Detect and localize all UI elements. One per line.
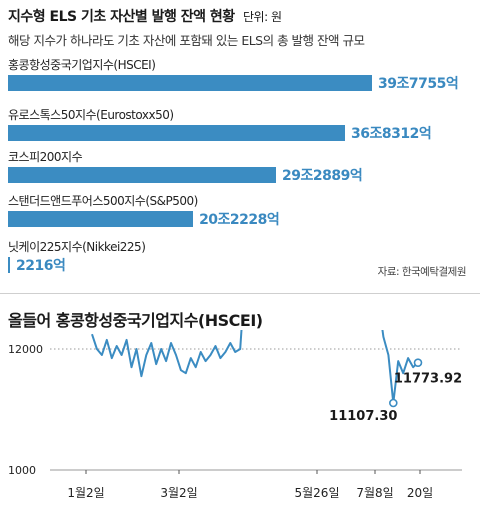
source-note: 자료: 한국예탁결제원 bbox=[377, 266, 467, 278]
x-tick-label: 20일 bbox=[407, 486, 433, 500]
x-tick-label: 1월2일 bbox=[67, 486, 104, 500]
annotation-label: 11107.30 bbox=[329, 409, 397, 424]
bar bbox=[8, 125, 346, 141]
bar bbox=[8, 257, 11, 273]
x-tick-label: 7월8일 bbox=[356, 486, 393, 500]
x-tick-label: 5월26일 bbox=[295, 486, 340, 500]
annotation-label: 11773.92 bbox=[394, 372, 462, 387]
bar-value-label: 36조8312억 bbox=[351, 126, 432, 142]
y-tick-label: 1000 bbox=[8, 464, 36, 477]
annotation-marker bbox=[389, 398, 398, 408]
chart-subtitle: 해당 지수가 하나라도 기초 자산에 포함돼 있는 ELS의 총 발행 잔액 규… bbox=[8, 33, 365, 48]
chart-title-text: 지수형 ELS 기초 자산별 발행 잔액 현황 bbox=[8, 9, 235, 25]
unit-label: 단위: 원 bbox=[243, 10, 282, 24]
bar-value-label: 20조2228억 bbox=[199, 212, 280, 228]
bar-label: 코스피200지수 bbox=[8, 150, 83, 164]
bar-value-label: 39조7755억 bbox=[378, 76, 459, 92]
bar bbox=[8, 75, 372, 91]
bar bbox=[8, 167, 277, 183]
bar-value-label: 2216억 bbox=[16, 258, 66, 274]
bar-label: 홍콩항성중국기업지수(HSCEI) bbox=[8, 58, 156, 72]
bar-label: 스탠더드앤드푸어스500지수(S&P500) bbox=[8, 194, 198, 208]
series-line bbox=[91, 330, 419, 404]
x-tick-label: 3월2일 bbox=[160, 486, 197, 500]
bar-label: 닛케이225지수(Nikkei225) bbox=[8, 240, 146, 254]
bar-label: 유로스톡스50지수(Eurostoxx50) bbox=[8, 108, 174, 122]
line-chart: 140001200010001월2일3월2일5월26일7월8일20일12245.… bbox=[8, 330, 462, 500]
line-chart-title: 올들어 홍콩항성중국기업지수(HSCEI) bbox=[8, 311, 263, 330]
bar bbox=[8, 211, 194, 227]
chart-title: 지수형 ELS 기초 자산별 발행 잔액 현황 단위: 원 bbox=[8, 6, 474, 26]
bar-value-label: 29조2889억 bbox=[282, 168, 363, 184]
y-tick-label: 12000 bbox=[8, 343, 43, 356]
annotation-marker bbox=[413, 358, 423, 367]
section-divider bbox=[0, 293, 480, 294]
